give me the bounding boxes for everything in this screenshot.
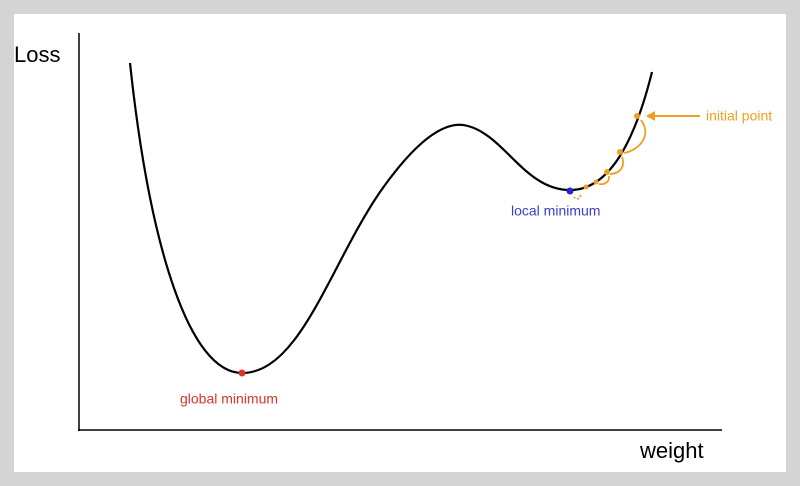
initial-point-label: initial point [706, 108, 772, 124]
local-minimum-point [566, 187, 574, 195]
canvas [14, 14, 786, 472]
descent-steps [583, 113, 640, 190]
step-arrow [609, 156, 624, 175]
x-axis-label: weight [639, 438, 704, 463]
step-point [634, 113, 640, 119]
local-minimum-label: local minimum [511, 203, 600, 219]
pointer-head [646, 111, 655, 121]
step-arrow [573, 194, 582, 200]
step-point [583, 184, 589, 190]
global-minimum-point [238, 369, 246, 377]
step-point [604, 169, 610, 175]
step-arrow [623, 119, 647, 154]
global-minimum-label: global minimum [180, 391, 278, 407]
y-axis-label: Loss [14, 42, 60, 67]
descent-arrows [573, 119, 647, 200]
step-point [617, 149, 623, 155]
step-arrow [598, 175, 610, 186]
step-point [593, 179, 599, 185]
